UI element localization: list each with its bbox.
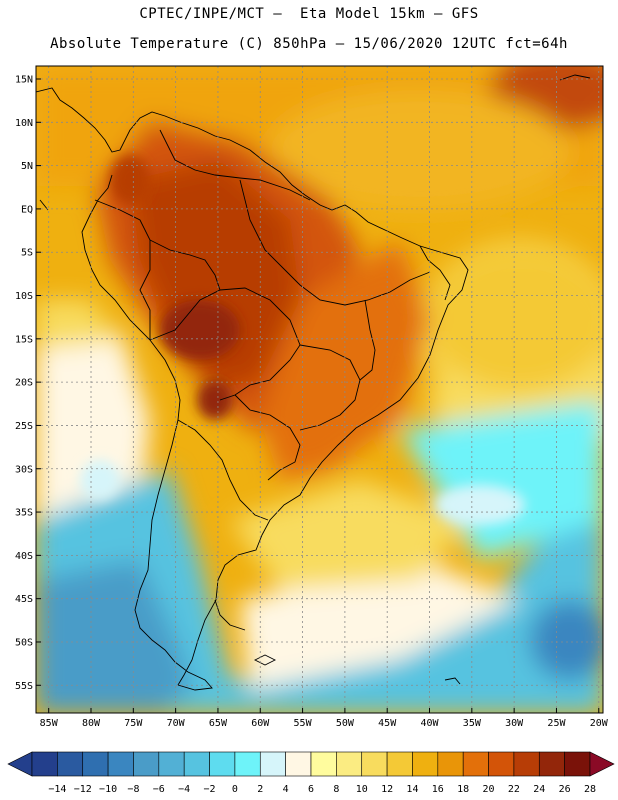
lat-label: 20S bbox=[15, 378, 33, 389]
colorbar-swatch bbox=[336, 751, 363, 777]
colorbar-swatch bbox=[234, 751, 261, 777]
colorbar-label: 14 bbox=[406, 784, 418, 795]
colorbar-swatch bbox=[437, 751, 464, 777]
lon-label: 45W bbox=[378, 718, 397, 729]
colorbar-swatch bbox=[361, 751, 388, 777]
lon-label: 25W bbox=[547, 718, 566, 729]
colorbar-label: 4 bbox=[283, 784, 289, 795]
lon-label: 35W bbox=[463, 718, 482, 729]
colorbar-label: 12 bbox=[381, 784, 393, 795]
colorbar-label: 22 bbox=[508, 784, 520, 795]
lat-label: 10S bbox=[15, 291, 33, 302]
colorbar-label: −14 bbox=[48, 784, 66, 795]
lat-label: 35S bbox=[15, 508, 33, 519]
colorbar-swatch bbox=[107, 751, 134, 777]
colorbar-swatch bbox=[57, 751, 84, 777]
lon-label: 50W bbox=[336, 718, 355, 729]
colorbar-label: −8 bbox=[127, 784, 139, 795]
colorbar-label: 26 bbox=[559, 784, 571, 795]
title-line-2: Absolute Temperature (C) 850hPa – 15/06/… bbox=[50, 36, 568, 52]
colorbar-label: 18 bbox=[457, 784, 469, 795]
lon-label: 85W bbox=[40, 718, 59, 729]
colorbar-label: 20 bbox=[483, 784, 495, 795]
colorbar: −14 −12 −10 −8 −6 −4 −2 0 2 4 6 8 10 12 14 16 18 20 22 24 26… bbox=[7, 751, 615, 795]
temperature-field bbox=[36, 66, 603, 713]
lat-label: 15S bbox=[15, 334, 33, 345]
colorbar-swatch bbox=[386, 751, 413, 777]
colorbar-swatch bbox=[412, 751, 439, 777]
colorbar-swatch bbox=[209, 751, 236, 777]
lat-label: 30S bbox=[15, 464, 33, 475]
title-line-1: CPTEC/INPE/MCT – Eta Model 15km – GFS bbox=[139, 6, 479, 22]
lat-label: 15N bbox=[15, 74, 33, 85]
colorbar-swatch bbox=[513, 751, 540, 777]
lon-label: 30W bbox=[505, 718, 524, 729]
colorbar-label: 16 bbox=[432, 784, 444, 795]
colorbar-label: 24 bbox=[533, 784, 545, 795]
colorbar-label: 0 bbox=[232, 784, 238, 795]
colorbar-label: −10 bbox=[99, 784, 117, 795]
lat-label: 45S bbox=[15, 594, 33, 605]
lon-label: 70W bbox=[167, 718, 186, 729]
colorbar-swatch bbox=[462, 751, 489, 777]
coastlines bbox=[36, 74, 591, 691]
lon-label: 65W bbox=[209, 718, 228, 729]
colorbar-swatch bbox=[31, 751, 58, 777]
colorbar-label: 8 bbox=[333, 784, 339, 795]
lon-label: 80W bbox=[82, 718, 101, 729]
colorbar-swatch bbox=[538, 751, 565, 777]
latitude-labels: 15N 10N 5N EQ 5S 10S 15S 20S 25S 30S 35S 40S 45S 50S 5… bbox=[15, 74, 41, 692]
colorbar-swatch bbox=[259, 751, 286, 777]
lat-label: 5N bbox=[21, 161, 33, 172]
colorbar-label: −2 bbox=[204, 784, 216, 795]
lon-label: 60W bbox=[251, 718, 270, 729]
lat-label: 40S bbox=[15, 551, 33, 562]
lat-label: 25S bbox=[15, 421, 33, 432]
colorbar-right-arrow bbox=[589, 751, 615, 777]
colorbar-label: 2 bbox=[257, 784, 263, 795]
colorbar-label: −6 bbox=[153, 784, 165, 795]
map-frame bbox=[35, 65, 604, 714]
colorbar-swatch bbox=[285, 751, 312, 777]
colorbar-label: 28 bbox=[584, 784, 596, 795]
lat-label: 5S bbox=[21, 248, 33, 259]
colorbar-swatch bbox=[82, 751, 109, 777]
lat-label: 55S bbox=[15, 681, 33, 692]
lon-label: 75W bbox=[124, 718, 143, 729]
colorbar-left-arrow bbox=[7, 751, 33, 777]
colorbar-swatch bbox=[158, 751, 185, 777]
colorbar-swatch bbox=[133, 751, 160, 777]
longitude-labels: 85W 80W 75W 70W 65W 60W 55W 50W 45W 40W 35W 30W 25W 2… bbox=[40, 708, 609, 729]
lon-label: 55W bbox=[294, 718, 313, 729]
lon-label: 20W bbox=[590, 718, 609, 729]
colorbar-swatch bbox=[310, 751, 337, 777]
lon-label: 40W bbox=[420, 718, 439, 729]
colorbar-swatch bbox=[564, 751, 591, 777]
lat-label: 50S bbox=[15, 637, 33, 648]
colorbar-label: 10 bbox=[356, 784, 368, 795]
colorbar-label: −12 bbox=[74, 784, 92, 795]
colorbar-label: 6 bbox=[308, 784, 314, 795]
colorbar-swatch bbox=[488, 751, 515, 777]
colorbar-label: −4 bbox=[178, 784, 190, 795]
lat-label: 10N bbox=[15, 118, 33, 129]
lat-label: EQ bbox=[21, 204, 33, 215]
colorbar-swatch bbox=[183, 751, 210, 777]
